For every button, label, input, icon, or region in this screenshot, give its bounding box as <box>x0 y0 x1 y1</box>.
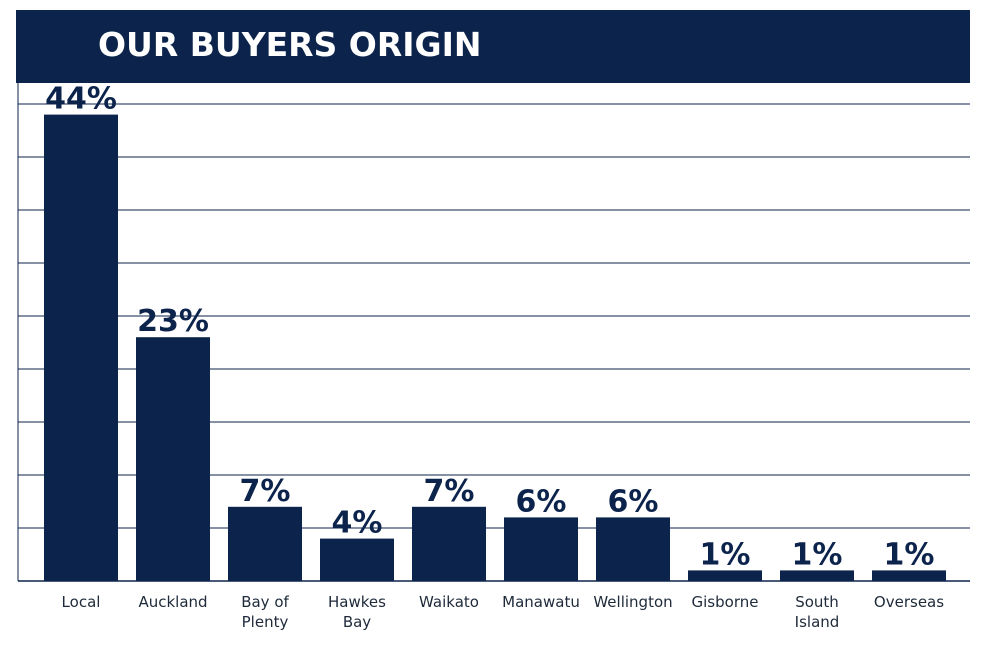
bar <box>504 517 578 581</box>
chart-title: OUR BUYERS ORIGIN <box>98 25 482 64</box>
category-label: Wellington <box>593 593 673 611</box>
title-banner: OUR BUYERS ORIGIN <box>16 10 970 83</box>
data-label: 7% <box>240 474 291 509</box>
category-label: Gisborne <box>691 593 759 611</box>
data-label: 7% <box>424 474 475 509</box>
category-label: Auckland <box>138 593 208 611</box>
bar <box>596 517 670 581</box>
bar <box>872 570 946 581</box>
category-label: Overseas <box>873 593 945 611</box>
bar <box>412 506 486 581</box>
category-label: Waikato <box>419 593 479 611</box>
data-label: 4% <box>332 506 383 541</box>
bar <box>780 570 854 581</box>
category-label: Manawatu <box>502 593 580 611</box>
data-label: 1% <box>884 537 935 572</box>
bar <box>44 114 118 581</box>
data-label: 1% <box>792 537 843 572</box>
bar <box>688 570 762 581</box>
bar <box>136 337 210 581</box>
category-label: Hawkes Bay <box>328 593 386 631</box>
category-label: Local <box>61 593 101 611</box>
data-label: 6% <box>608 484 659 519</box>
data-label: 44% <box>45 82 117 117</box>
bar <box>320 538 394 581</box>
category-label: Bay of Plenty <box>241 593 289 631</box>
data-label: 1% <box>700 537 751 572</box>
bar <box>228 506 302 581</box>
category-label: South Island <box>794 593 840 631</box>
data-label: 23% <box>137 304 209 339</box>
data-label: 6% <box>516 484 567 519</box>
